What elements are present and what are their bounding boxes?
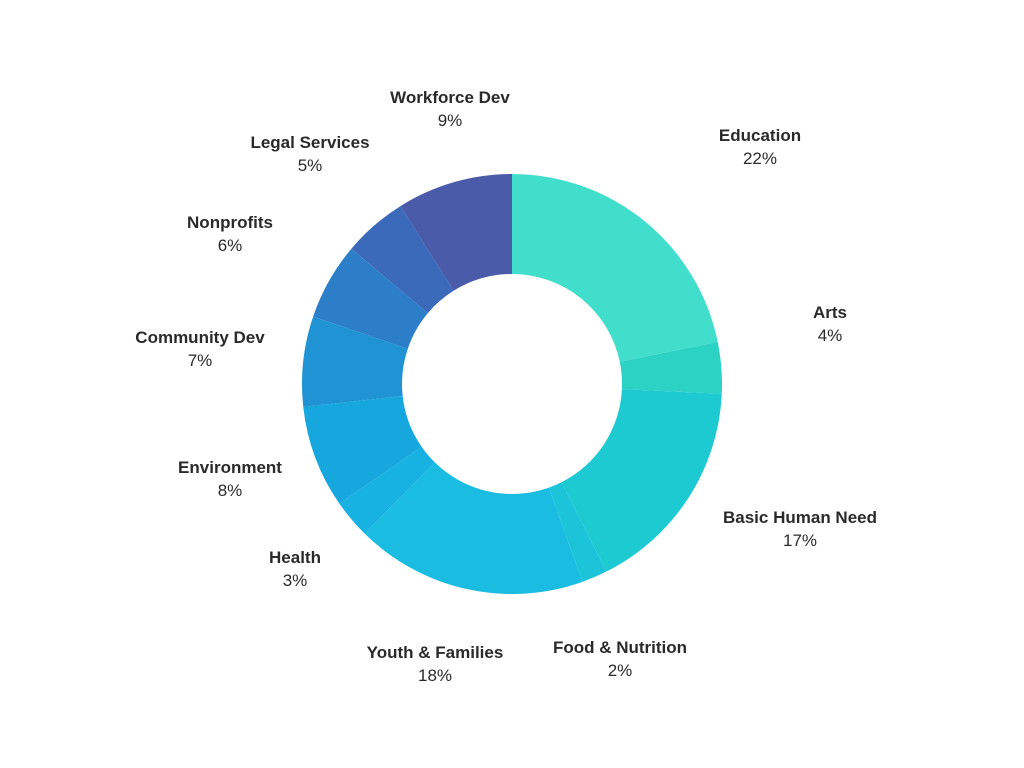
label-name: Community Dev [135,327,264,350]
label-pct: 7% [135,350,264,373]
label-name: Education [719,125,801,148]
label-pct: 9% [390,110,510,133]
label-name: Basic Human Need [723,507,877,530]
label-youth-families: Youth & Families18% [367,642,504,688]
label-name: Legal Services [250,132,369,155]
label-basic-human-need: Basic Human Need17% [723,507,877,553]
label-arts: Arts4% [813,302,847,348]
label-pct: 17% [723,530,877,553]
donut-chart-container: Education22% Arts4% Basic Human Need17% Foo… [0,0,1024,768]
slice-education [512,174,718,362]
label-environment: Environment8% [178,457,282,503]
label-name: Health [269,547,321,570]
label-name: Youth & Families [367,642,504,665]
label-pct: 5% [250,155,369,178]
label-pct: 22% [719,148,801,171]
label-pct: 2% [553,660,687,683]
label-pct: 3% [269,570,321,593]
label-health: Health3% [269,547,321,593]
label-pct: 18% [367,665,504,688]
label-education: Education22% [719,125,801,171]
label-name: Arts [813,302,847,325]
label-nonprofits: Nonprofits6% [187,212,273,258]
label-name: Nonprofits [187,212,273,235]
label-pct: 8% [178,480,282,503]
donut-chart [0,0,1024,768]
label-name: Workforce Dev [390,87,510,110]
label-food-nutrition: Food & Nutrition2% [553,637,687,683]
label-name: Environment [178,457,282,480]
label-pct: 6% [187,235,273,258]
label-pct: 4% [813,325,847,348]
label-community-dev: Community Dev7% [135,327,264,373]
label-legal-services: Legal Services5% [250,132,369,178]
label-workforce-dev: Workforce Dev9% [390,87,510,133]
label-name: Food & Nutrition [553,637,687,660]
